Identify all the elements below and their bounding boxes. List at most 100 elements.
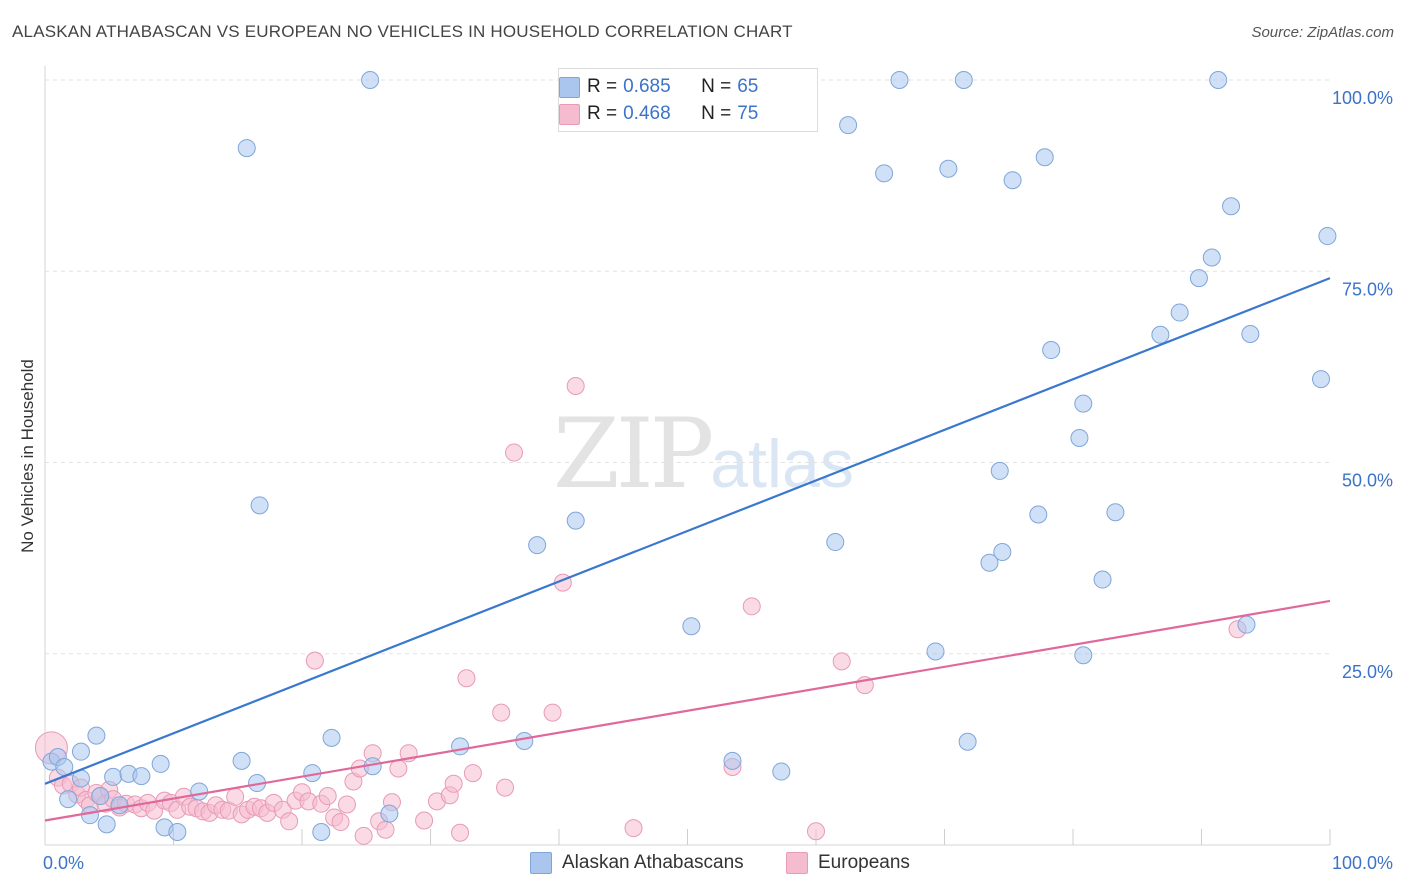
alaskan-athabascans-point [1318,227,1337,246]
alaskan-athabascans-point [91,787,110,806]
athabascans-points [42,71,1337,841]
alaskan-athabascans-point [59,790,78,809]
alaskan-athabascans-point [566,511,585,530]
europeans-point [566,377,585,395]
watermark: ZIPatlas [553,398,854,510]
europeans-point [457,669,476,688]
y-tick-label: 50.0% [1342,471,1393,491]
legend-swatch-athabascans [530,852,552,874]
alaskan-athabascans-point [839,116,858,135]
alaskan-athabascans-point [71,742,90,761]
alaskan-athabascans-point [80,806,99,825]
y-axis-label: No Vehicles in Household [18,359,37,553]
alaskan-athabascans-point [926,642,945,661]
europeans-point [280,812,299,831]
alaskan-athabascans-point [132,767,151,786]
europeans-point [305,651,324,670]
alaskan-athabascans-point [1170,303,1189,322]
alaskan-athabascans-point [380,804,399,823]
y-tick-label: 100.0% [1332,88,1393,108]
legend-r-value: 0.685 [623,76,671,97]
alaskan-athabascans-point [250,496,269,515]
y-tick-label: 25.0% [1342,662,1393,682]
alaskan-athabascans-point [1070,429,1089,448]
series-legend: Alaskan Athabascans Europeans [0,852,1406,878]
europeans-point [337,795,356,814]
chart-title: ALASKAN ATHABASCAN VS EUROPEAN NO VEHICL… [12,22,793,41]
legend-n-value: 65 [737,76,759,97]
legend-swatch-athabascans [559,77,580,98]
legend-item-athabascans: Alaskan Athabascans [530,852,744,874]
alaskan-athabascans-point [104,767,123,786]
alaskan-athabascans-point [312,822,331,841]
legend-n-label: N = [701,76,732,97]
axes [44,66,1331,846]
alaskan-athabascans-point [1151,325,1170,344]
legend-r-label: R = [587,103,618,124]
alaskan-athabascans-point [168,822,187,841]
alaskan-athabascans-point [939,159,958,178]
legend-row-europeans: R = 0.468 N = 75 [559,102,759,126]
grid-lines [45,79,1330,655]
alaskan-athabascans-point [232,751,251,770]
x-tick-label: 100.0% [1332,853,1393,873]
x-tick-label: 0.0% [43,853,84,873]
legend-n-label: N = [701,103,732,124]
europeans-point [451,823,470,842]
alaskan-athabascans-point [1074,646,1093,665]
alaskan-athabascans-point [1029,505,1048,524]
alaskan-athabascans-point [1189,269,1208,288]
alaskan-athabascans-point [954,71,973,89]
alaskan-athabascans-point [515,731,534,750]
europeans-point [415,811,434,830]
trend-lines [44,277,1331,822]
legend-n-value: 75 [737,103,759,124]
alaskan-athabascans-point [1003,171,1022,190]
alaskan-athabascans-point [451,737,470,756]
alaskan-athabascans-point [958,732,977,751]
alaskan-athabascans-point [1035,148,1054,167]
alaskan-athabascans-point [1222,197,1241,216]
legend-label-europeans: Europeans [818,852,910,873]
europeans-point [496,778,515,797]
tick-labels: 25.0% 50.0% 75.0% 100.0% 0.0% 100.0% [43,88,1393,873]
alaskan-athabascans-point [875,164,894,183]
alaskan-athabascans-point [772,762,791,781]
alaskan-athabascans-point [826,533,845,552]
watermark-zip: ZIP [553,398,714,510]
alaskan-athabascans-point [361,71,380,89]
y-tick-label: 75.0% [1342,279,1393,299]
alaskan-athabascans-point [1093,570,1112,589]
stats-legend: R = 0.685 N = 65 R = 0.468 N = 75 [558,68,818,132]
europeans-point [444,774,463,793]
europeans-trend-line [44,599,1331,822]
alaskan-athabascans-point [980,553,999,572]
europeans-point [832,652,851,671]
alaskan-athabascans-point [322,728,341,747]
europeans-point [354,826,373,845]
alaskan-athabascans-point [723,751,742,770]
alaskan-athabascans-point [1106,503,1125,522]
alaskan-athabascans-point [110,796,129,815]
europeans-point [624,819,643,838]
europeans-point [492,703,511,722]
europeans-point [331,813,350,832]
europeans-points [34,377,1247,845]
europeans-point [742,597,761,616]
europeans-point [376,820,395,839]
legend-r-value: 0.468 [623,103,671,124]
watermark-atlas: atlas [710,426,854,502]
legend-swatch-europeans [786,852,808,874]
alaskan-athabascans-point [1209,71,1228,89]
alaskan-athabascans-point [151,754,170,773]
europeans-point [389,759,408,778]
legend-row-athabascans: R = 0.685 N = 65 [559,75,759,99]
europeans-point [543,703,562,722]
source-label: Source: ZipAtlas.com [1251,24,1394,41]
europeans-point [226,787,245,806]
alaskan-athabascans-point [1074,394,1093,413]
legend-label-athabascans: Alaskan Athabascans [562,852,744,873]
legend-r-label: R = [587,76,618,97]
alaskan-athabascans-point [1237,615,1256,634]
